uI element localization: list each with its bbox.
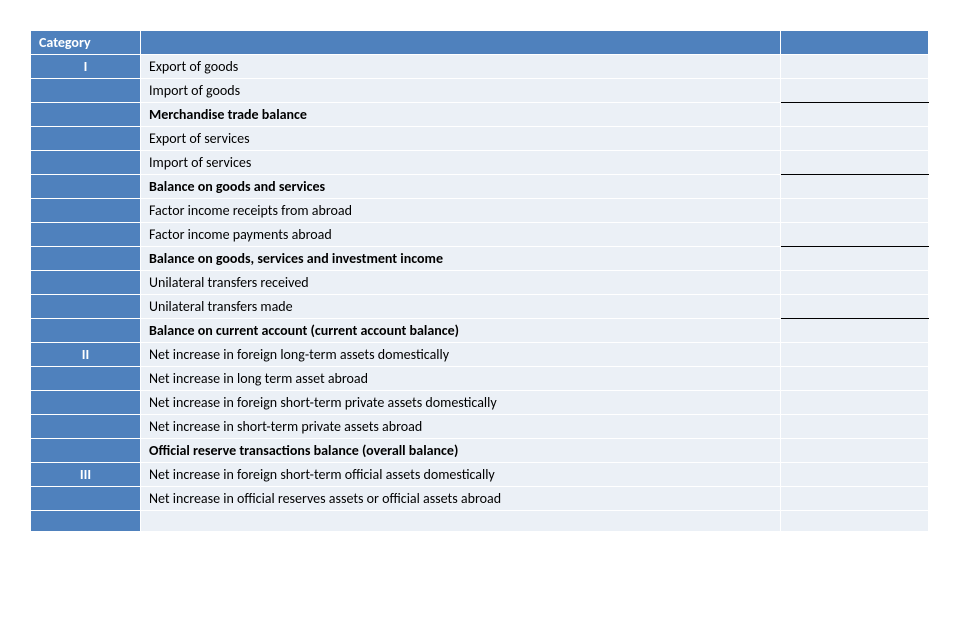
value-cell: [781, 295, 929, 319]
description-cell: Net increase in foreign long-term assets…: [141, 343, 781, 367]
description-cell: Official reserve transactions balance (o…: [141, 439, 781, 463]
value-cell: [781, 247, 929, 271]
value-cell: [781, 343, 929, 367]
table-body: IExport of goodsImport of goodsMerchandi…: [31, 55, 929, 532]
table-row: Factor income receipts from abroad: [31, 199, 929, 223]
value-cell: [781, 55, 929, 79]
category-cell: [31, 511, 141, 532]
category-cell: II: [31, 343, 141, 367]
category-cell: [31, 295, 141, 319]
table-row: Official reserve transactions balance (o…: [31, 439, 929, 463]
description-cell: Factor income payments abroad: [141, 223, 781, 247]
table-row: Balance on goods, services and investmen…: [31, 247, 929, 271]
description-cell: Net increase in long term asset abroad: [141, 367, 781, 391]
value-cell: [781, 463, 929, 487]
value-cell: [781, 439, 929, 463]
table-row: Net increase in short-term private asset…: [31, 415, 929, 439]
value-cell: [781, 319, 929, 343]
description-cell: Balance on goods and services: [141, 175, 781, 199]
table-header-row: Category: [31, 31, 929, 55]
description-cell: Balance on goods, services and investmen…: [141, 247, 781, 271]
table-row: Import of goods: [31, 79, 929, 103]
column-header-description: [141, 31, 781, 55]
table-row: Unilateral transfers made: [31, 295, 929, 319]
column-header-category: Category: [31, 31, 141, 55]
table-row: Balance on current account (current acco…: [31, 319, 929, 343]
category-cell: [31, 103, 141, 127]
description-cell: Unilateral transfers made: [141, 295, 781, 319]
description-cell: Net increase in foreign short-term offic…: [141, 463, 781, 487]
table-row: Net increase in long term asset abroad: [31, 367, 929, 391]
description-cell: [141, 511, 781, 532]
category-cell: [31, 487, 141, 511]
table-row: Balance on goods and services: [31, 175, 929, 199]
table-row: Unilateral transfers received: [31, 271, 929, 295]
category-cell: [31, 439, 141, 463]
value-cell: [781, 127, 929, 151]
value-cell: [781, 271, 929, 295]
table-row: Export of services: [31, 127, 929, 151]
value-cell: [781, 151, 929, 175]
table-row: Net increase in official reserves assets…: [31, 487, 929, 511]
category-cell: [31, 79, 141, 103]
category-cell: [31, 151, 141, 175]
category-cell: III: [31, 463, 141, 487]
description-cell: Import of goods: [141, 79, 781, 103]
value-cell: [781, 511, 929, 532]
table-row: IINet increase in foreign long-term asse…: [31, 343, 929, 367]
description-cell: Net increase in short-term private asset…: [141, 415, 781, 439]
description-cell: Export of services: [141, 127, 781, 151]
description-cell: Balance on current account (current acco…: [141, 319, 781, 343]
description-cell: Import of services: [141, 151, 781, 175]
table-row: IExport of goods: [31, 55, 929, 79]
description-cell: Export of goods: [141, 55, 781, 79]
category-cell: [31, 391, 141, 415]
category-cell: [31, 175, 141, 199]
column-header-value: [781, 31, 929, 55]
category-cell: [31, 271, 141, 295]
table-row: Merchandise trade balance: [31, 103, 929, 127]
table-row: IIINet increase in foreign short-term of…: [31, 463, 929, 487]
value-cell: [781, 103, 929, 127]
table-row: Net increase in foreign short-term priva…: [31, 391, 929, 415]
table-row: Factor income payments abroad: [31, 223, 929, 247]
description-cell: Unilateral transfers received: [141, 271, 781, 295]
table-row: Import of services: [31, 151, 929, 175]
value-cell: [781, 487, 929, 511]
description-cell: Net increase in foreign short-term priva…: [141, 391, 781, 415]
category-cell: [31, 319, 141, 343]
value-cell: [781, 223, 929, 247]
table-row: [31, 511, 929, 532]
value-cell: [781, 199, 929, 223]
category-cell: [31, 199, 141, 223]
value-cell: [781, 175, 929, 199]
balance-of-payments-table: Category IExport of goodsImport of goods…: [30, 30, 929, 532]
value-cell: [781, 391, 929, 415]
value-cell: [781, 79, 929, 103]
value-cell: [781, 415, 929, 439]
category-cell: [31, 223, 141, 247]
description-cell: Merchandise trade balance: [141, 103, 781, 127]
description-cell: Factor income receipts from abroad: [141, 199, 781, 223]
category-cell: [31, 415, 141, 439]
category-cell: I: [31, 55, 141, 79]
category-cell: [31, 127, 141, 151]
description-cell: Net increase in official reserves assets…: [141, 487, 781, 511]
category-cell: [31, 367, 141, 391]
category-cell: [31, 247, 141, 271]
value-cell: [781, 367, 929, 391]
